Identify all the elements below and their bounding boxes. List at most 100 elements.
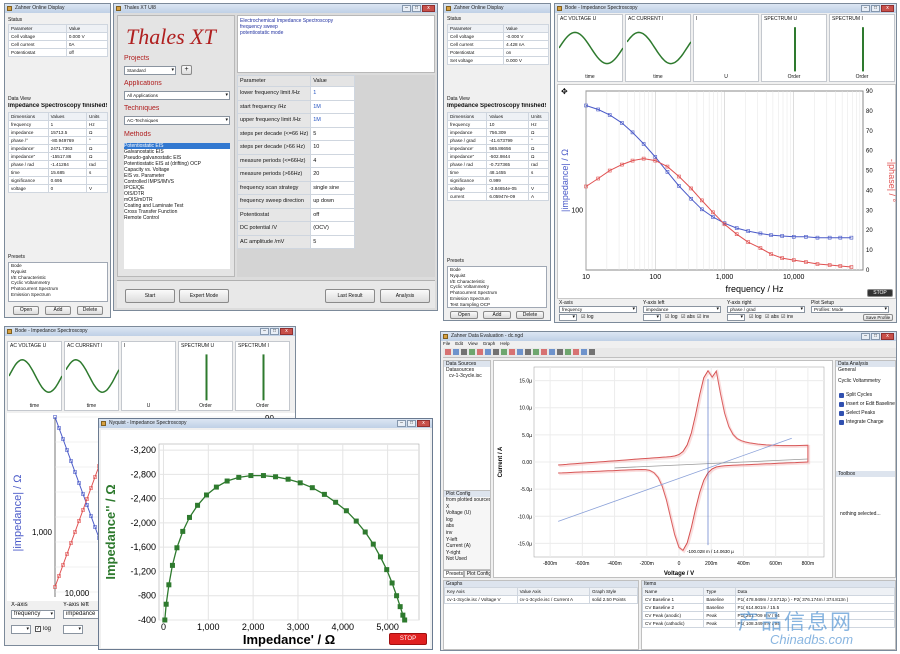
- maximize-button[interactable]: □: [871, 5, 880, 12]
- method-item[interactable]: Capacity vs. Voltage: [124, 167, 170, 173]
- axis-option-checkbox[interactable]: ☑ abs: [765, 314, 779, 320]
- methods-list[interactable]: Potentiostatic EIS Galvanostatic EIS Pseud…: [124, 143, 230, 269]
- baseline-1[interactable]: [558, 437, 792, 522]
- method-item[interactable]: Pseudo-galvanostatic EIS: [124, 155, 182, 161]
- analysis-tool[interactable]: Split Cycles: [836, 392, 895, 398]
- preset-item[interactable]: Bode: [450, 267, 461, 272]
- select-icon[interactable]: [517, 349, 523, 355]
- param-value[interactable]: (OCV): [310, 221, 355, 236]
- plot-config-row[interactable]: Voltage (U): [446, 510, 472, 517]
- param-value[interactable]: 5: [310, 126, 355, 141]
- status-row[interactable]: Potentiostat off: [8, 48, 109, 57]
- bode-small-titlebar[interactable]: Bode - Impedance Spectroscopy – □ x: [5, 327, 295, 336]
- menu-item[interactable]: Graph: [482, 341, 496, 346]
- zahner2-titlebar[interactable]: Zahner Online Display: [444, 4, 550, 13]
- data-row[interactable]: frequency 10 Hz: [446, 120, 549, 129]
- status-row[interactable]: Cell current 0A: [8, 40, 109, 49]
- data-row[interactable]: phase / grad -41.673799 °: [446, 136, 549, 145]
- plot-config-row[interactable]: log: [446, 516, 453, 523]
- close-button[interactable]: x: [417, 420, 430, 427]
- data-row[interactable]: voltage 0 V: [8, 184, 108, 193]
- preset-item[interactable]: Nyquist: [450, 272, 466, 278]
- axis-option-checkbox[interactable]: ☑ log: [581, 314, 594, 320]
- method-item[interactable]: OIS/DTR: [124, 191, 145, 197]
- minimize-button[interactable]: –: [402, 5, 411, 12]
- axis-option-checkbox[interactable]: ☑ log: [749, 314, 762, 320]
- delete-button[interactable]: Delete: [516, 311, 544, 319]
- print-icon[interactable]: [557, 349, 563, 355]
- method-item[interactable]: IPCE/QE: [124, 185, 145, 191]
- pointer-icon[interactable]: [461, 349, 467, 355]
- param-value[interactable]: off: [310, 207, 355, 222]
- plot-config-row[interactable]: X: [446, 503, 450, 510]
- signal-thumb[interactable]: AC VOLTAGE U time: [557, 14, 623, 82]
- bode-titlebar[interactable]: Bode - Impedance Spectroscopy – □ x: [555, 4, 896, 13]
- presets-list[interactable]: Bode Nyquist I/E Characteristic Cyclic Volt…: [8, 262, 108, 302]
- pan-icon[interactable]: ✥: [561, 87, 568, 96]
- bode-plot-area[interactable]: 10 100 1,000 10,000 100 0 10 20 30 40 50 60 70 80 90 |i…: [557, 84, 896, 299]
- axis-option-checkbox[interactable]: ☑ abs: [681, 314, 695, 320]
- axis-mode-select[interactable]: [643, 314, 661, 321]
- preset-item[interactable]: Emission Spectrum: [450, 295, 490, 301]
- menu-item[interactable]: Edit: [455, 341, 464, 346]
- method-item[interactable]: Potentiostatic EIS: [124, 143, 230, 149]
- signal-thumb[interactable]: SPECTRUM U Order: [761, 14, 827, 82]
- maximize-button[interactable]: □: [871, 333, 880, 340]
- zoom-icon[interactable]: [469, 349, 475, 355]
- data-row[interactable]: time 48.1455 s: [446, 168, 549, 177]
- signal-thumb[interactable]: AC CURRENT I time: [625, 14, 691, 82]
- data-row[interactable]: phase / rad -1.41284 rad: [8, 160, 108, 169]
- minimize-button[interactable]: –: [260, 328, 269, 335]
- preset-item[interactable]: I/E Characteristic: [450, 278, 485, 284]
- method-item[interactable]: mOIS/mDTR: [124, 197, 153, 203]
- param-value[interactable]: 1M: [310, 99, 355, 114]
- preset-item[interactable]: Photocurrent Spectrum: [11, 286, 59, 292]
- param-row[interactable]: DC potential /V (OCV): [236, 221, 355, 236]
- method-item[interactable]: Galvanostatic EIS: [124, 149, 164, 155]
- pan-icon[interactable]: [477, 349, 483, 355]
- save-profile-button[interactable]: Save Profile: [863, 314, 893, 321]
- help-icon[interactable]: [589, 349, 595, 355]
- axis-mode-select[interactable]: [727, 314, 745, 321]
- measure-icon[interactable]: [525, 349, 531, 355]
- param-row[interactable]: steps per decade (>66 Hz) 10: [236, 140, 355, 155]
- param-row[interactable]: frequency scan strategy single sine: [236, 180, 355, 195]
- axis-control-select[interactable]: phase / grad: [727, 306, 805, 313]
- menu-item[interactable]: File: [443, 341, 451, 346]
- plot-config-row[interactable]: Y-right: [446, 549, 461, 556]
- open-button[interactable]: Open: [13, 306, 39, 315]
- param-value[interactable]: 20: [310, 167, 355, 182]
- y-axis-option[interactable]: [63, 625, 83, 634]
- axis-option-checkbox[interactable]: ☑ inv: [697, 314, 710, 320]
- expert-mode-button[interactable]: Expert Mode: [179, 289, 229, 303]
- start-button[interactable]: Start: [125, 289, 175, 303]
- chart-icon[interactable]: [509, 349, 515, 355]
- method-item[interactable]: Coating and Laminate Test: [124, 203, 184, 209]
- signal-thumb[interactable]: SPECTRUM I Order: [235, 341, 290, 411]
- info-icon[interactable]: [581, 349, 587, 355]
- data-row[interactable]: frequency 1 Hz: [8, 120, 108, 129]
- add-button[interactable]: Add: [45, 306, 71, 315]
- delete-button[interactable]: Delete: [77, 306, 103, 315]
- preset-item[interactable]: Nyquist: [11, 268, 27, 274]
- x-axis-option[interactable]: [11, 625, 31, 634]
- project-select[interactable]: Standard: [124, 66, 176, 75]
- data-row[interactable]: impedance' 2471.7363 Ω: [8, 144, 108, 153]
- status-row[interactable]: Set voltage 0.000 V: [446, 56, 549, 65]
- data-row[interactable]: impedance'' -15517.86 Ω: [8, 152, 108, 161]
- param-value[interactable]: up down: [310, 194, 355, 209]
- thales-titlebar[interactable]: Thales XT UI8 – □ x: [114, 4, 437, 13]
- data-row[interactable]: impedance 15713.5 Ω: [8, 128, 108, 137]
- preset-item[interactable]: Emission Spectrum: [11, 291, 51, 297]
- preset-item[interactable]: Photocurrent Spectrum: [450, 290, 498, 296]
- item-row[interactable]: CV Peak (cathodic) Peak P1( 108.349 mV / 9…: [641, 619, 895, 628]
- plot-config-row[interactable]: abs: [446, 523, 455, 530]
- axis-control-select[interactable]: Profiles: Mode: [811, 306, 889, 313]
- param-value[interactable]: 5: [310, 234, 355, 249]
- status-row[interactable]: Cell voltage -0.000 V: [446, 32, 549, 41]
- method-item[interactable]: Controlled IMPS/IMVS: [124, 179, 175, 185]
- cut-icon[interactable]: [493, 349, 499, 355]
- data-row[interactable]: significance 0.695: [8, 176, 108, 185]
- preset-item[interactable]: Cyclic Voltammetry: [450, 284, 490, 290]
- minimize-button[interactable]: –: [397, 420, 406, 427]
